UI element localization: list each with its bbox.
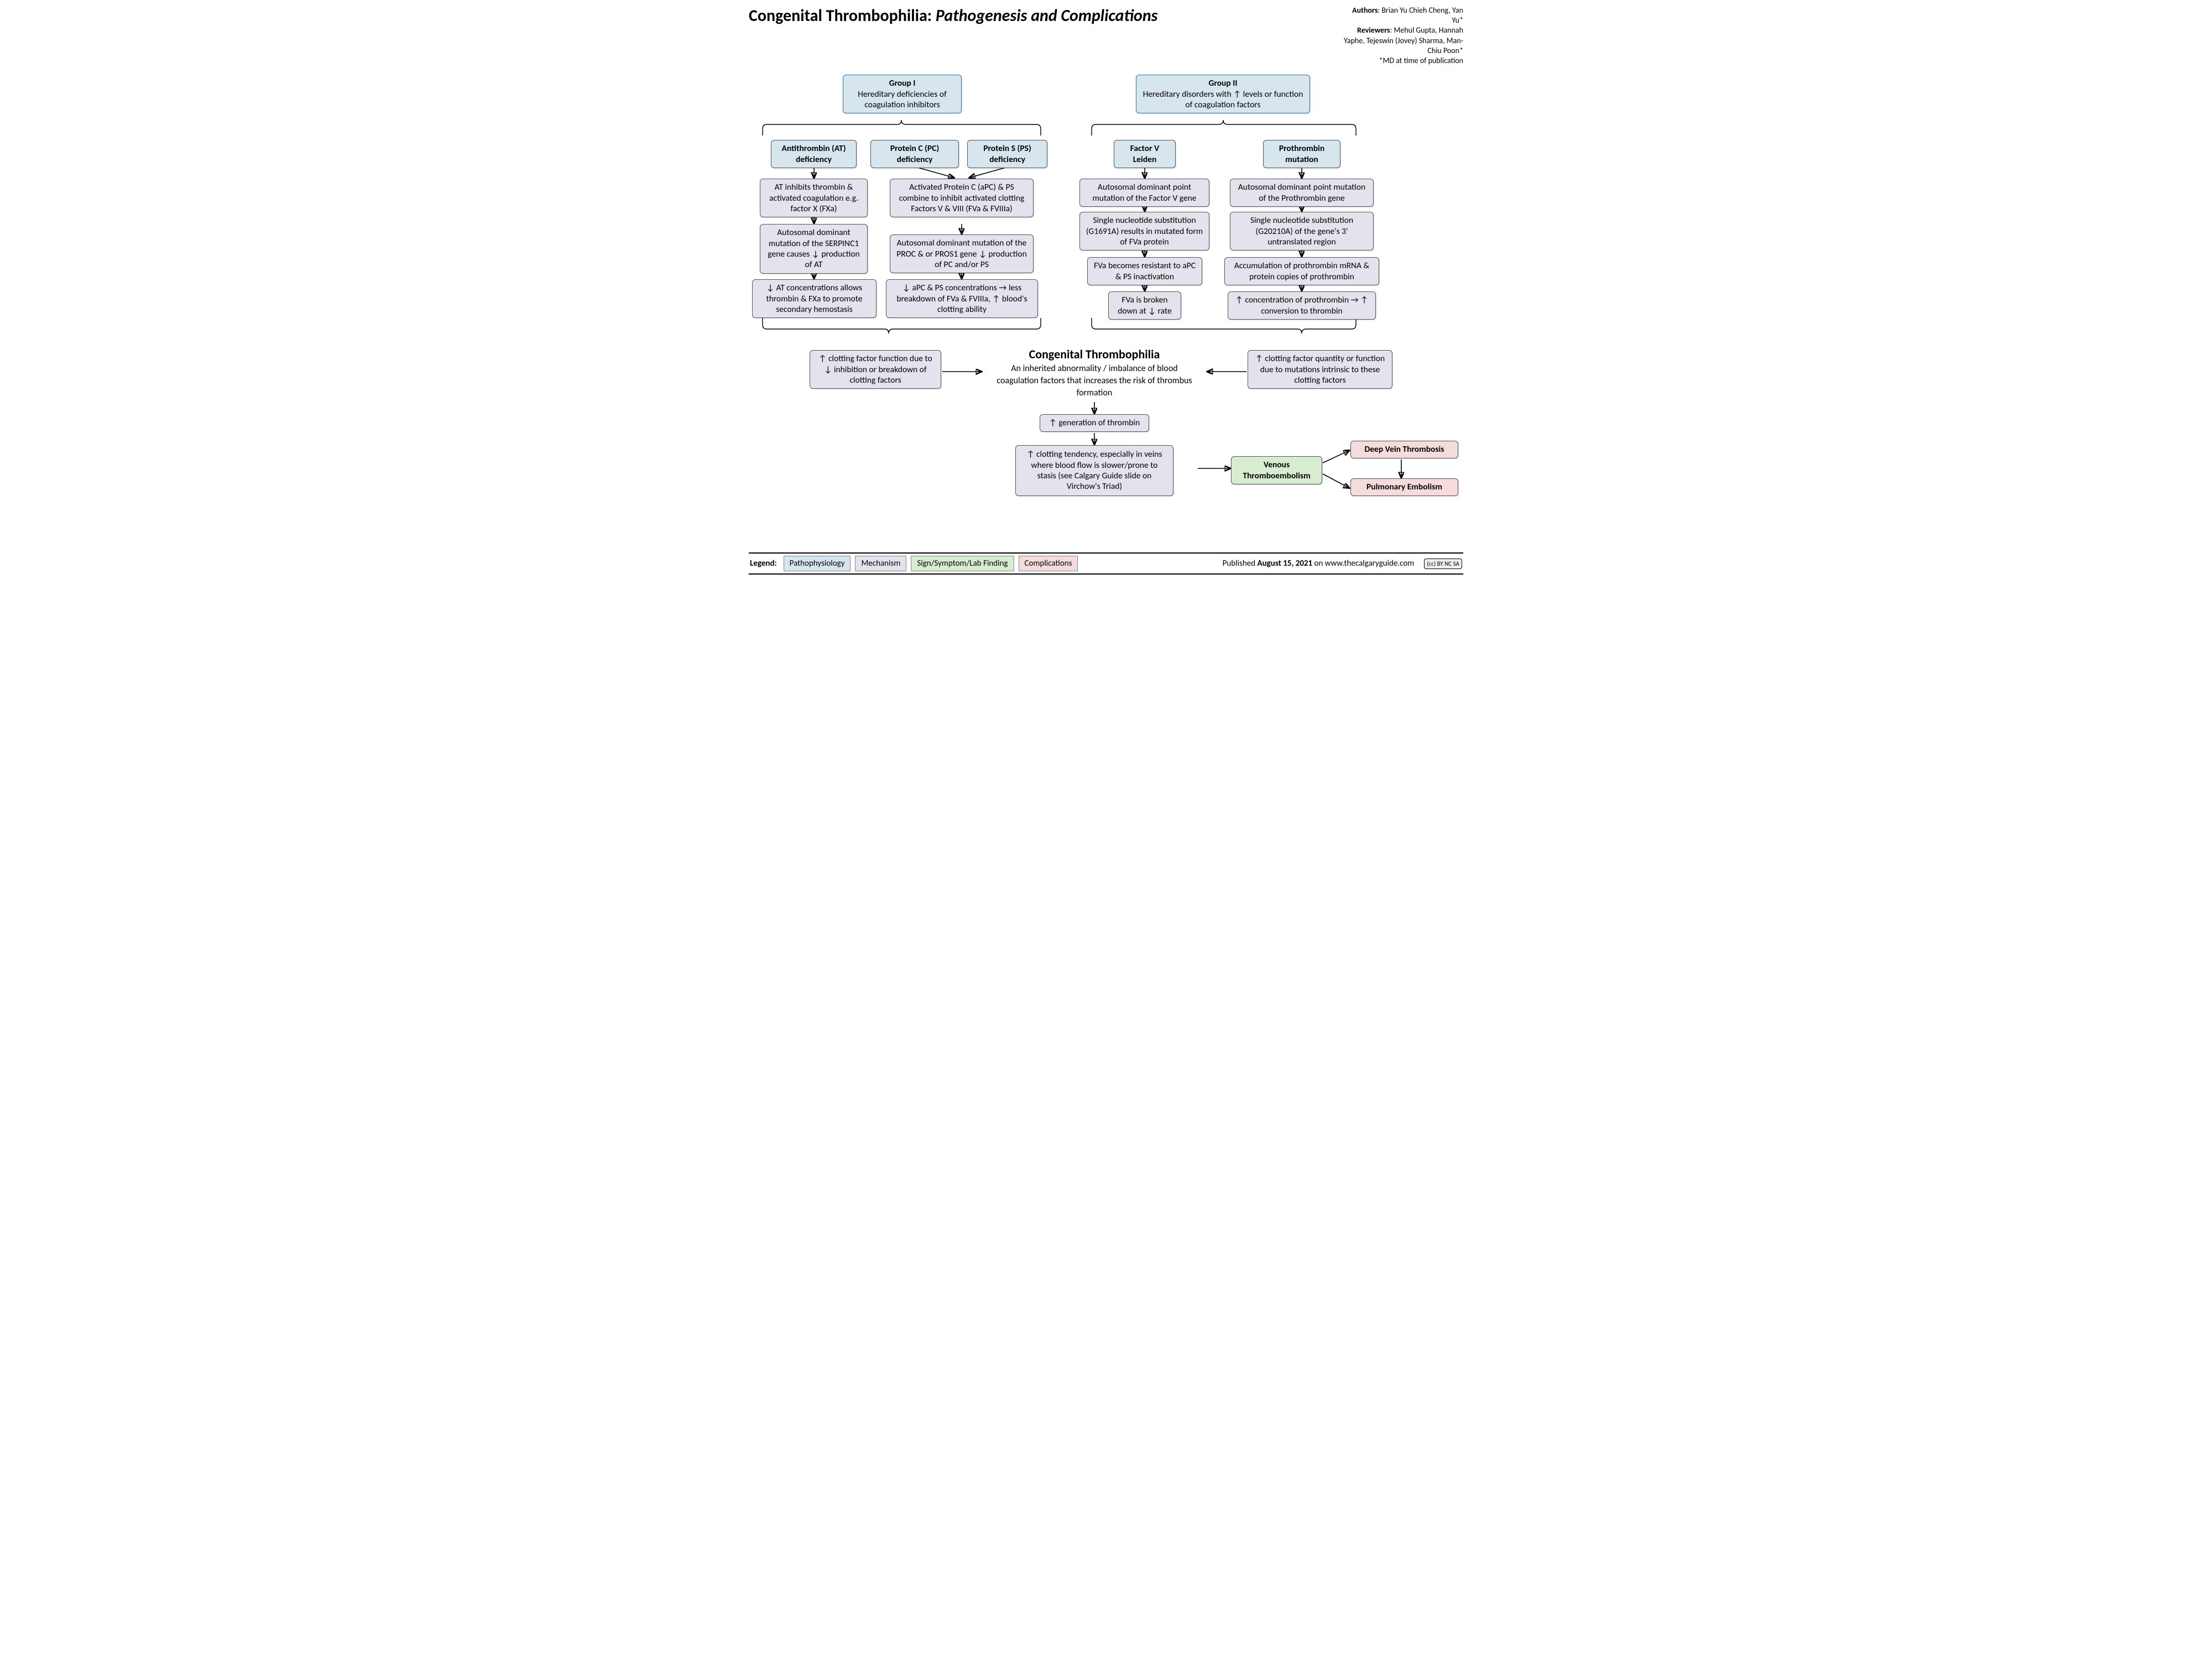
pub-suffix: on www.thecalgaryguide.com [1312, 559, 1414, 568]
node-fv4: FVa is broken down at ↓ rate [1108, 291, 1181, 320]
node-sum2: ↑ clotting factor quantity or function d… [1248, 350, 1392, 389]
node-pe: Pulmonary Embolism [1350, 478, 1458, 495]
node-at3: ↓ AT concentrations allows thrombin & FX… [752, 279, 877, 318]
node-pc3: ↓ aPC & PS concentrations → less breakdo… [886, 279, 1038, 318]
title-main: Congenital Thrombophilia: [749, 6, 936, 26]
ct-hdr: Congenital Thrombophilia [991, 347, 1198, 362]
node-thr: ↑ generation of thrombin [1040, 414, 1149, 431]
group1-hdr: Group I [848, 78, 957, 88]
page-title: Congenital Thrombophilia: Pathogenesis a… [749, 6, 1158, 26]
node-group2: Group II Hereditary disorders with ↑ lev… [1136, 75, 1310, 113]
node-pt: Prothrombin mutation [1263, 140, 1340, 168]
legend-bar: Legend: Pathophysiology Mechanism Sign/S… [749, 552, 1463, 575]
group2-hdr: Group II [1141, 78, 1305, 88]
cc-license-icon: (cc) BY NC SA [1424, 559, 1462, 569]
authors-text: : Brian Yu Chieh Cheng, Yan Yu* [1378, 6, 1463, 25]
node-ps: Protein S (PS) deficiency [967, 140, 1047, 168]
legend-label: Legend: [750, 559, 777, 568]
node-at2: Autosomal dominant mutation of the SERPI… [760, 224, 868, 274]
legend-patho: Pathophysiology [784, 556, 851, 571]
group2-body: Hereditary disorders with ↑ levels or fu… [1143, 89, 1303, 110]
node-pt2: Single nucleotide substitution (G20210A)… [1230, 212, 1374, 251]
ct-body: An inherited abnormality / imbalance of … [997, 363, 1192, 398]
node-at: Antithrombin (AT) deficiency [771, 140, 857, 168]
node-vte: Venous Thromboembolism [1231, 456, 1322, 484]
credits-note: *MD at time of publication [1379, 56, 1464, 65]
node-ct: Congenital Thrombophilia An inherited ab… [987, 344, 1202, 401]
node-group1: Group I Hereditary deficiencies of coagu… [843, 75, 962, 113]
node-fv2: Single nucleotide substitution (G1691A) … [1079, 212, 1209, 251]
node-tend: ↑ clotting tendency, especially in veins… [1015, 445, 1173, 496]
reviewers-label: Reviewers [1357, 25, 1390, 35]
published-line: Published August 15, 2021 on www.thecalg… [1223, 559, 1415, 568]
node-fv1: Autosomal dominant point mutation of the… [1079, 179, 1209, 207]
node-pc: Protein C (PC) deficiency [870, 140, 959, 168]
node-at1: AT inhibits thrombin & activated coagula… [760, 179, 868, 217]
pub-prefix: Published [1223, 559, 1258, 568]
node-fv3: FVa becomes resistant to aPC & PS inacti… [1087, 257, 1202, 285]
node-pc2: Autosomal dominant mutation of the PROC … [890, 234, 1034, 273]
node-pt4: ↑ concentration of prothrombin → ↑ conve… [1228, 291, 1376, 320]
node-pt3: Accumulation of prothrombin mRNA & prote… [1224, 257, 1379, 285]
authors-label: Authors [1352, 6, 1378, 15]
node-pt1: Autosomal dominant point mutation of the… [1230, 179, 1374, 207]
legend-mech: Mechanism [855, 556, 906, 571]
credits-block: Authors: Brian Yu Chieh Cheng, Yan Yu* R… [1342, 6, 1463, 66]
node-fv: Factor V Leiden [1114, 140, 1176, 168]
node-pc1: Activated Protein C (aPC) & PS combine t… [890, 179, 1034, 217]
title-sub: Pathogenesis and Complications [936, 6, 1158, 26]
node-dvt: Deep Vein Thrombosis [1350, 441, 1458, 458]
legend-comp: Complications [1019, 556, 1078, 571]
group1-body: Hereditary deficiencies of coagulation i… [858, 89, 947, 110]
pub-date: August 15, 2021 [1258, 559, 1313, 568]
legend-sign: Sign/Symptom/Lab Finding [911, 556, 1014, 571]
node-sum1: ↑ clotting factor function due to ↓ inhi… [810, 350, 941, 389]
diagram-canvas: Group I Hereditary deficiencies of coagu… [749, 69, 1463, 550]
